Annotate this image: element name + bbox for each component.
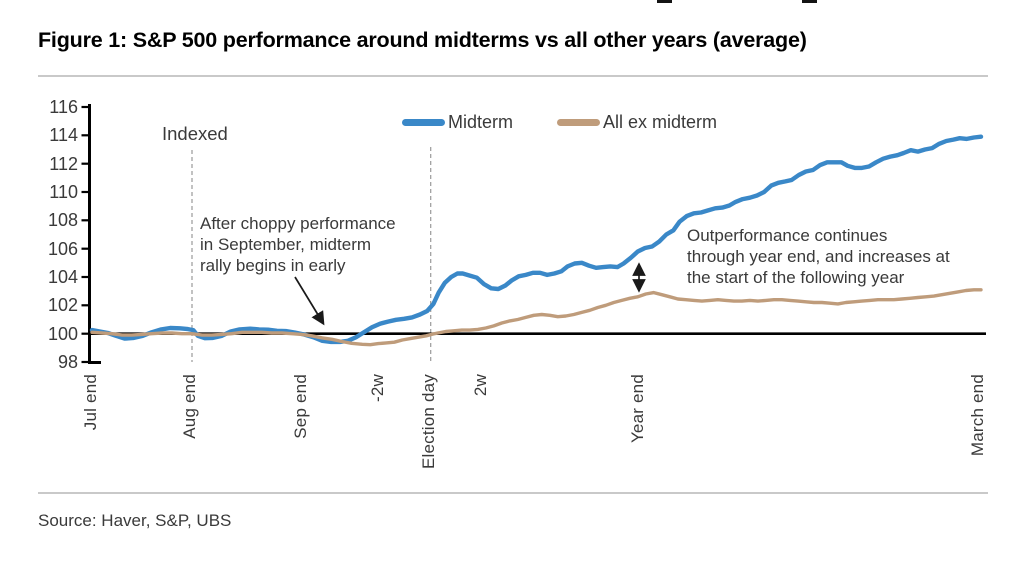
x-axis-tick-label: Election day <box>418 374 438 470</box>
x-axis-tick-label: March end <box>968 374 988 457</box>
y-axis-tick-label: 100 <box>47 323 78 344</box>
y-axis-tick-label: 112 <box>49 153 78 174</box>
x-axis-tick-label: -2w <box>368 374 388 402</box>
source-note: Source: Haver, S&P, UBS <box>38 511 232 530</box>
x-axis-tick-label: 2w <box>471 374 491 397</box>
x-axis-tick-label: Aug end <box>180 374 199 439</box>
y-axis-tick-label: 108 <box>47 210 78 231</box>
y-axis-tick-label: 110 <box>49 182 78 202</box>
y-axis-tick-label: 106 <box>47 238 78 259</box>
legend-label-all-ex-midterm: All ex midterm <box>603 111 718 132</box>
cropped-text-artifact <box>657 0 672 3</box>
september-rally-annotation: After choppy performance in September, m… <box>200 214 396 275</box>
all-ex-midterm-line-swatch <box>557 118 600 126</box>
indexed-annotation: Indexed <box>162 123 228 144</box>
y-axis-tick-label: 98 <box>57 352 78 372</box>
y-axis-tick-label: 116 <box>49 97 78 117</box>
note1-arrow <box>294 276 325 326</box>
y-axis-tick-label: 114 <box>49 125 78 146</box>
legend-item-midterm: Midterm <box>402 112 513 132</box>
y-axis-tick-label: 104 <box>47 267 78 287</box>
outperformance-annotation: Outperformance continues through year en… <box>687 226 950 287</box>
x-axis-tick-label: Year end <box>627 374 647 444</box>
legend-label-midterm: Midterm <box>448 111 514 132</box>
title-divider <box>38 75 988 77</box>
x-axis-tick-label: Sep end <box>290 374 310 439</box>
x-axis-tick-label: Jul end <box>80 374 100 431</box>
y-axis-tick-label: 102 <box>47 295 78 316</box>
cropped-text-artifact <box>802 0 817 3</box>
legend-item-all-ex-midterm: All ex midterm <box>557 112 717 132</box>
footer-divider <box>38 492 988 494</box>
midterm-line-swatch <box>402 118 445 126</box>
figure-title: Figure 1: S&P 500 performance around mid… <box>38 28 807 52</box>
